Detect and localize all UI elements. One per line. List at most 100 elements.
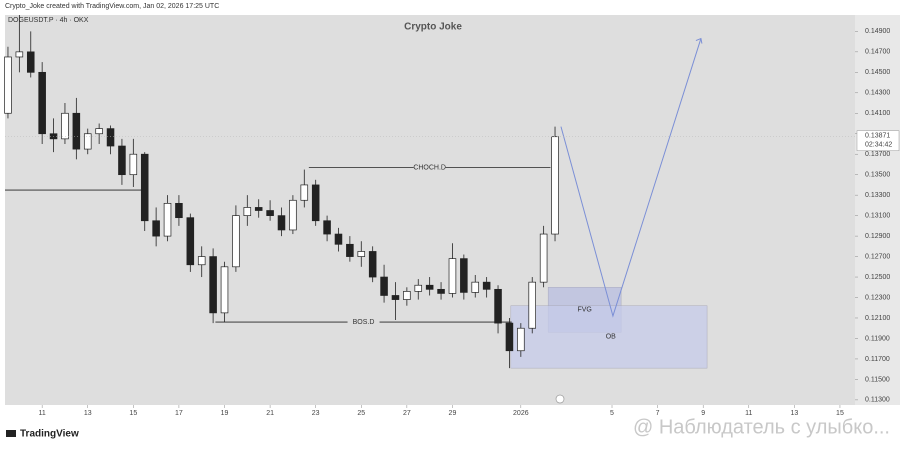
y-tick-label: 0.14500 [865,69,890,76]
candle-body [471,281,480,293]
brand-logo: TradingView [6,429,79,440]
candle-body [4,56,12,114]
candle-body [266,210,274,216]
header: Crypto_Joke created with TradingView.com… [5,3,219,10]
y-tick-label: 0.12900 [865,233,890,240]
y-tick-label: 0.11900 [865,335,890,342]
logo-mark [6,430,16,437]
x-tick-label: 29 [449,410,457,417]
candle-body [254,207,263,211]
x-tick-label: 27 [403,410,411,417]
y-tick-label: 0.12100 [865,315,890,322]
candle-body [460,258,468,293]
candle-body [380,276,388,296]
x-tick-label: 21 [266,410,274,417]
last-price-box [856,130,900,151]
candle-body [494,288,502,324]
candle-body [38,71,46,135]
candle-body [83,133,92,150]
candle-body [163,202,172,237]
candle-body [391,295,400,300]
watermark: @ Наблюдатель с улыбко... [633,416,890,438]
candle-body [528,281,537,329]
x-tick-label: 11 [39,410,46,417]
y-tick-label: 0.13100 [865,212,890,219]
candle-body [220,266,229,314]
candle-body [118,145,126,176]
candle-body [323,220,331,235]
candle-body [334,233,343,245]
x-tick-label: 25 [357,410,365,417]
level-label-bg [347,318,380,327]
candle-body [95,128,103,135]
chart-title: Crypto Joke [404,22,462,33]
level-label: CHOCH.D [413,164,446,171]
y-tick-label: 0.11500 [865,376,890,383]
y-tick-label: 0.12700 [865,253,890,260]
brand-name: TradingView [20,429,79,440]
candle-body [277,215,286,231]
candle-body [106,128,115,147]
candle-body [152,220,160,237]
x-tick-label: 15 [836,410,844,417]
candle-body [517,327,525,352]
y-tick-label: 0.11700 [865,356,890,363]
candle-body [61,112,69,140]
candle-body [482,281,491,290]
x-tick-label: 2026 [513,410,529,417]
y-tick-label: 0.14100 [865,110,890,117]
symbol: DOGEUSDT.P · 4h · OKX [8,17,89,24]
candle-body [425,284,434,290]
candle-body [311,184,320,222]
candle-body [49,133,58,140]
candle-body [209,256,217,314]
x-tick-label: 13 [84,410,92,417]
candle-body [551,136,559,235]
level-label-bg [413,163,446,172]
candle-body [289,199,297,231]
candle-body [26,51,35,73]
projection-line [560,38,702,318]
x-tick-label: 13 [790,410,798,417]
level-label: BOS.D [353,319,375,326]
candle-body [186,217,195,266]
candle-body [300,184,309,201]
candle-body [175,202,183,219]
candle-body [414,284,423,292]
price-axis-background [855,15,900,405]
projection-arrowhead [695,37,703,44]
countdown: 02:34:42 [865,142,892,149]
candle-body [129,153,138,176]
x-tick-label: 19 [221,410,229,417]
x-tick-label: 9 [701,410,705,417]
last-price-label: 0.13871 [865,133,890,140]
x-tick-label: 23 [312,410,320,417]
x-tick-label: 11 [745,410,752,417]
candle-body [539,233,548,283]
candle-body [346,243,354,257]
zone-label: FVG [577,307,591,314]
y-tick-label: 0.12300 [865,294,890,301]
candle-body [437,288,445,294]
candle-body [368,251,377,278]
candle-body [197,256,206,266]
x-tick-label: 15 [129,410,137,417]
y-tick-label: 0.14700 [865,49,890,56]
icon [555,394,565,404]
y-tick-label: 0.14300 [865,90,890,97]
x-tick-label: 5 [610,410,614,417]
zone-label: OB [606,334,616,341]
candle-body [232,215,240,268]
y-tick-label: 0.12500 [865,274,890,281]
candle-body [448,258,457,294]
candle-body [140,153,149,222]
y-tick-label: 0.13700 [865,151,890,158]
candle-body [15,51,24,58]
y-tick-label: 0.11300 [865,397,890,404]
candle-body [357,251,366,257]
candle-body [403,291,411,300]
plot-background [5,15,855,405]
y-tick-label: 0.13300 [865,192,890,199]
x-tick-label: 7 [656,410,660,417]
